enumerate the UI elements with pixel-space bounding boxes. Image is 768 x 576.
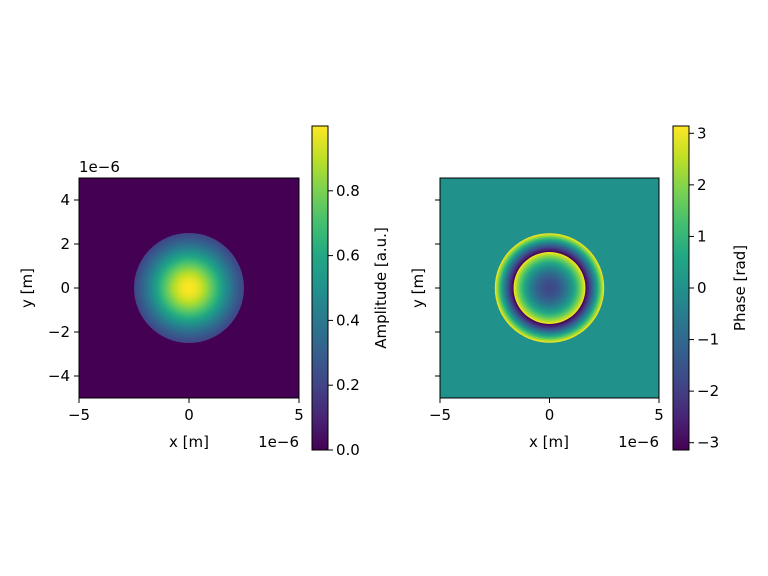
phase-colorbar-label: Phase [rad] xyxy=(731,245,749,331)
phase-y-label: y [m] xyxy=(409,268,427,308)
phase-colorbar-gradient xyxy=(672,125,690,451)
amplitude-ring xyxy=(188,287,190,289)
phase-x-ticks: −5 0 5 xyxy=(429,398,664,424)
colorbar-tick-label: 0.2 xyxy=(336,376,360,394)
phase-panel: −5 0 5 x [m] y [m] 1e−6 xyxy=(409,177,664,451)
phase-x-label: x [m] xyxy=(529,433,569,451)
amplitude-x-ticks: −5 0 5 xyxy=(68,398,304,424)
colorbar-tick-label: 0.6 xyxy=(336,247,360,265)
colorbar-tick-label: 0.8 xyxy=(336,182,360,200)
colorbar-tick-label: 1 xyxy=(697,227,707,245)
amplitude-colorbar-label: Amplitude [a.u.] xyxy=(372,227,390,349)
amplitude-x-offset: 1e−6 xyxy=(258,433,299,451)
x-tick-label: 0 xyxy=(184,406,194,424)
amplitude-field xyxy=(134,233,244,343)
amplitude-colorbar-gradient xyxy=(311,125,329,451)
amplitude-y-offset: 1e−6 xyxy=(79,158,120,176)
colorbar-tick-label: 0 xyxy=(697,279,707,297)
phase-x-offset: 1e−6 xyxy=(618,433,659,451)
y-tick-label: 2 xyxy=(60,235,70,253)
amplitude-colorbar: 0.0 0.2 0.4 0.6 0.8 Amplitude [a.u.] xyxy=(311,125,390,459)
colorbar-tick-label: −2 xyxy=(697,382,719,400)
y-tick-label: 0 xyxy=(60,279,70,297)
x-tick-label: 0 xyxy=(545,406,555,424)
amplitude-colorbar-ticks: 0.0 0.2 0.4 0.6 0.8 xyxy=(328,182,360,459)
phase-y-ticks xyxy=(435,199,440,377)
amplitude-x-label: x [m] xyxy=(169,433,209,451)
colorbar-tick-label: −3 xyxy=(697,434,719,452)
phase-ring xyxy=(549,287,550,289)
amplitude-y-ticks: −4 −2 0 2 4 xyxy=(48,191,79,385)
colorbar-tick-label: 2 xyxy=(697,176,707,194)
x-tick-label: −5 xyxy=(68,406,90,424)
x-tick-label: 5 xyxy=(294,406,304,424)
phase-field xyxy=(494,233,605,343)
phase-colorbar: −3 −2 −1 0 1 2 3 Phase [rad] xyxy=(672,124,749,452)
phase-colorbar-ticks: −3 −2 −1 0 1 2 3 xyxy=(689,124,719,452)
colorbar-tick-label: −1 xyxy=(697,331,719,349)
colorbar-tick-label: 3 xyxy=(697,124,707,142)
colorbar-tick-label: 0.4 xyxy=(336,311,360,329)
x-tick-label: −5 xyxy=(429,406,451,424)
x-tick-label: 5 xyxy=(654,406,664,424)
y-tick-label: 4 xyxy=(60,191,70,209)
y-tick-label: −4 xyxy=(48,367,70,385)
colorbar-tick-label: 0.0 xyxy=(336,441,360,459)
amplitude-panel: −5 0 5 −4 −2 0 2 4 x [m] y [m] 1e−6 1e−6 xyxy=(18,158,304,451)
y-tick-label: −2 xyxy=(48,323,70,341)
amplitude-y-label: y [m] xyxy=(18,268,36,308)
